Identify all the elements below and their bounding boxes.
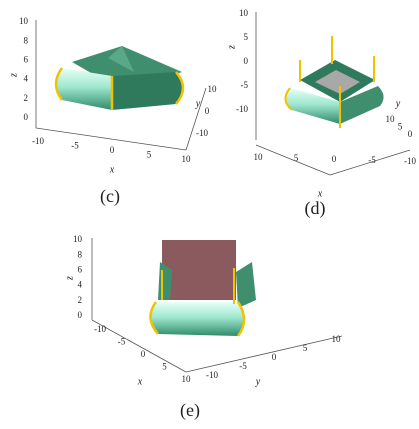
x-axis-label: x (109, 164, 115, 175)
x-tick-label: 5 (294, 153, 299, 163)
x-tick-label: -10 (404, 156, 416, 166)
y-tick-label: 5 (398, 122, 403, 132)
panel-c-drawing (36, 20, 206, 150)
x-tick-label: 10 (182, 154, 192, 164)
y-tick-label: 10 (386, 114, 396, 124)
x-tick-label: 5 (162, 362, 167, 372)
panel-d-drawing (256, 12, 410, 175)
x-tick-label: 0 (110, 145, 115, 155)
z-tick-label: 6 (24, 54, 29, 64)
panel-caption: (d) (305, 198, 326, 219)
z-tick-label: 4 (78, 280, 83, 290)
x-tick-label: 0 (141, 349, 146, 359)
z-tick-label: 2 (78, 295, 83, 305)
x-tick-label: -5 (118, 337, 126, 347)
y-tick-label: 5 (303, 343, 308, 353)
x-axis-label: x (137, 376, 143, 387)
z-tick-label: -5 (241, 80, 249, 90)
panel-caption: (e) (180, 400, 200, 421)
y-tick-label: 10 (332, 334, 342, 344)
y-axis-label: y (255, 376, 261, 387)
y-tick-label: -5 (239, 361, 247, 371)
y-tick-label: 10 (208, 84, 218, 94)
y-axis-label: y (395, 98, 401, 109)
z-tick-label: 6 (78, 264, 83, 274)
y-axis-label: y (195, 98, 201, 109)
y-tick-label: -10 (206, 370, 218, 380)
z-tick-label: 2 (24, 93, 29, 103)
z-tick-label: 10 (19, 16, 29, 26)
x-tick-label: 10 (182, 374, 192, 384)
z-tick-label: 0 (24, 112, 29, 122)
z-tick-label: 8 (24, 35, 29, 45)
x-tick-label: 10 (254, 152, 264, 162)
z-tick-label: 4 (24, 74, 29, 84)
z-tick-label: 10 (239, 8, 249, 18)
panel-caption: (c) (100, 186, 120, 207)
y-tick-label: 0 (205, 106, 210, 116)
y-tick-label: -10 (196, 128, 208, 138)
z-tick-label: 10 (73, 234, 83, 244)
z-axis-label: z (226, 45, 237, 50)
y-tick-label: 0 (408, 129, 413, 139)
x-tick-label: -5 (368, 155, 376, 165)
x-tick-label: 0 (332, 154, 337, 164)
z-tick-label: 0 (244, 56, 249, 66)
x-tick-label: -10 (32, 136, 44, 146)
x-tick-label: -5 (71, 141, 79, 151)
y-tick-label: 0 (272, 352, 277, 362)
z-tick-label: 0 (78, 310, 83, 320)
z-axis-label: z (8, 73, 19, 78)
z-axis-label: z (64, 276, 75, 281)
figure: 1086420-10-50510100-10zxy(c)1050-5-10105… (0, 0, 419, 429)
z-tick-label: -10 (236, 104, 248, 114)
x-tick-label: 5 (147, 150, 152, 160)
x-tick-label: -10 (94, 324, 106, 334)
z-tick-label: 5 (244, 32, 249, 42)
z-tick-label: 8 (78, 249, 83, 259)
